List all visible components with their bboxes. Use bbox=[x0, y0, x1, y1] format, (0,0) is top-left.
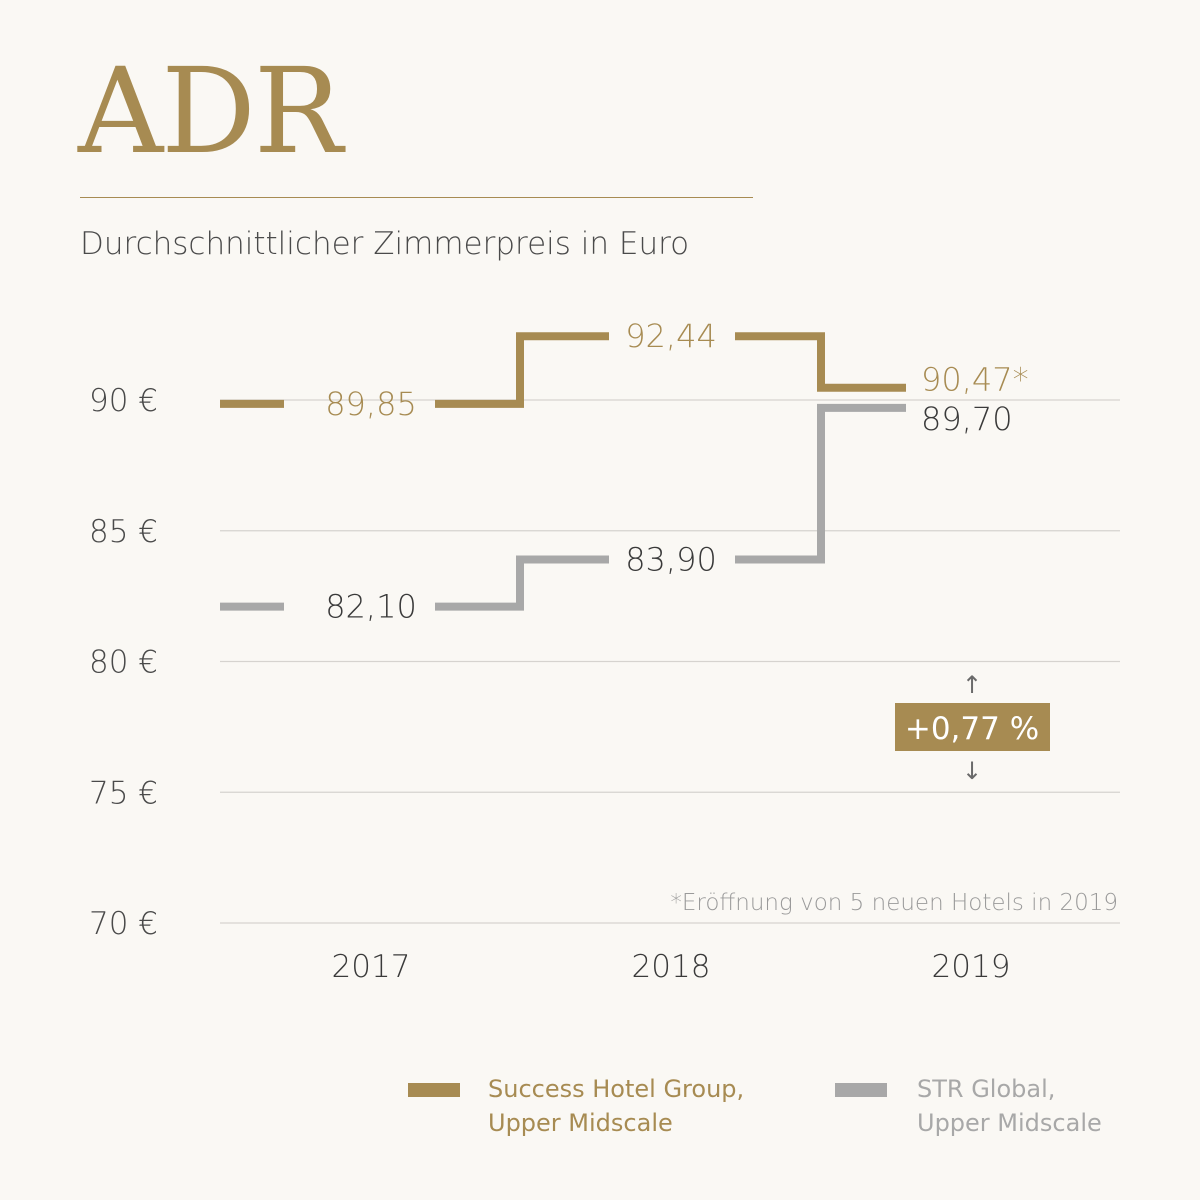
data-label: 90,47* bbox=[921, 361, 1029, 399]
legend-label-line: STR Global, bbox=[917, 1075, 1056, 1103]
chart-subtitle: Durchschnittlicher Zimmerpreis in Euro bbox=[80, 226, 690, 262]
data-label: 89,85 bbox=[325, 385, 417, 423]
chart-title: ADR bbox=[78, 42, 343, 180]
annotations: +0,77 % ↑ ↓ *Eröffnung von 5 neuen Hotels i… bbox=[670, 671, 1118, 916]
legend-swatch bbox=[408, 1083, 460, 1097]
y-tick-label: 90 € bbox=[89, 383, 158, 419]
y-tick-label: 80 € bbox=[89, 645, 158, 681]
data-label: 83,90 bbox=[625, 541, 717, 579]
series-lines bbox=[220, 332, 906, 611]
y-tick-label: 85 € bbox=[89, 514, 158, 550]
y-tick-label: 70 € bbox=[89, 906, 158, 942]
series-str-segment bbox=[435, 555, 609, 611]
data-label: 89,70 bbox=[921, 400, 1013, 438]
series-success-segment bbox=[435, 332, 609, 408]
y-tick-labels: 70 € 75 € 80 € 85 € 90 € bbox=[89, 383, 158, 942]
x-tick-label: 2018 bbox=[632, 949, 711, 985]
grid-lines bbox=[220, 399, 1120, 924]
series-str-segment bbox=[735, 403, 906, 564]
data-labels: 89,85 92,44 90,47* 82,10 83,90 89,70 bbox=[325, 317, 1028, 625]
footnote: *Eröffnung von 5 neuen Hotels in 2019 bbox=[670, 890, 1118, 916]
arrow-up-icon: ↑ bbox=[962, 671, 982, 699]
series-success-segment bbox=[735, 332, 906, 392]
data-label: 92,44 bbox=[625, 317, 717, 355]
arrow-down-icon: ↓ bbox=[962, 757, 982, 785]
legend-label: STR Global, Upper Midscale bbox=[917, 1072, 1102, 1140]
legend-label-line: Success Hotel Group, bbox=[488, 1075, 745, 1103]
title-divider bbox=[80, 197, 753, 198]
x-tick-labels: 2017 2018 2019 bbox=[332, 949, 1011, 985]
x-tick-label: 2017 bbox=[332, 949, 411, 985]
legend-label-line: Upper Midscale bbox=[488, 1109, 673, 1137]
x-tick-label: 2019 bbox=[932, 949, 1011, 985]
legend-label: Success Hotel Group, Upper Midscale bbox=[488, 1072, 744, 1140]
legend-swatch bbox=[835, 1083, 887, 1097]
legend-label-line: Upper Midscale bbox=[917, 1109, 1102, 1137]
change-badge bbox=[895, 703, 1050, 751]
y-tick-label: 75 € bbox=[89, 775, 158, 811]
data-label: 82,10 bbox=[325, 588, 417, 626]
change-badge-label: +0,77 % bbox=[905, 711, 1039, 747]
